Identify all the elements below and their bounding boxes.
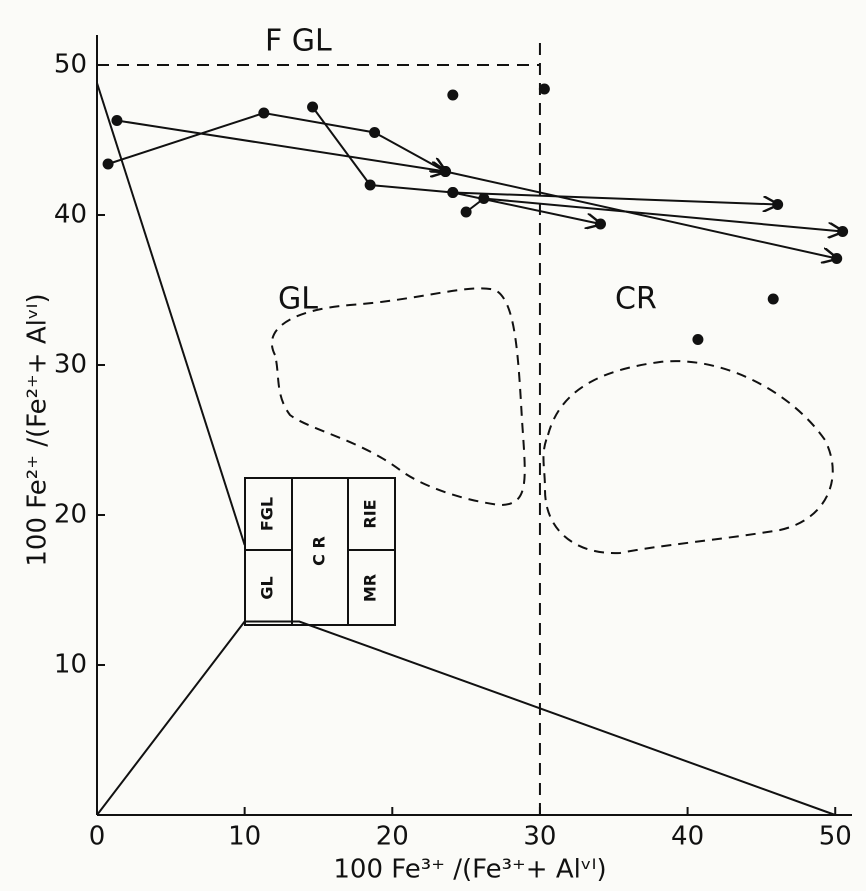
data-point — [447, 187, 459, 198]
inset-cell: FGL — [258, 497, 277, 531]
data-point — [831, 253, 843, 264]
x-axis-label: 100 Fe³⁺ /(Fe³⁺+ Alᵛᴵ) — [333, 855, 606, 885]
x-tick-label: 0 — [89, 822, 106, 852]
x-tick-label: 10 — [228, 822, 261, 852]
y-tick-label: 30 — [54, 350, 87, 380]
annotation: CR — [615, 282, 657, 317]
arrow-path — [452, 191, 778, 205]
y-tick-label: 20 — [54, 500, 87, 530]
y-tick-label: 40 — [54, 200, 87, 230]
inset-cell: RIE — [361, 499, 380, 528]
inset-cell: MR — [361, 574, 380, 602]
gl-field — [270, 287, 526, 507]
data-point — [111, 115, 123, 126]
data-point — [594, 218, 606, 230]
data-point — [478, 193, 490, 204]
data-point — [102, 158, 114, 170]
arrow-path — [116, 119, 446, 172]
arrow-path — [445, 170, 836, 259]
data-point — [460, 206, 472, 218]
data-point — [364, 179, 376, 191]
y-tick-label: 50 — [54, 50, 87, 80]
annotation: GL — [278, 282, 318, 317]
data-point — [692, 334, 704, 345]
data-point — [447, 89, 459, 101]
arrow-path — [465, 197, 843, 232]
inset-frame — [244, 477, 396, 626]
data-point — [767, 293, 779, 305]
y-tick-label: 10 — [54, 650, 87, 680]
inset-table: FGL GL C R RIE MR — [244, 477, 396, 626]
inset-cell: C R — [310, 536, 329, 566]
arrow-path — [107, 111, 445, 172]
inset-cell: GL — [258, 576, 277, 599]
data-point — [837, 226, 849, 237]
line-path — [96, 82, 246, 546]
y-axis-label: 100 Fe²⁺ /(Fe²⁺+ Alᵛᴵ) — [23, 293, 53, 566]
data-point — [307, 101, 319, 113]
data-point — [772, 199, 784, 210]
data-point — [439, 166, 451, 177]
arrow-path — [311, 106, 601, 224]
cr-field — [542, 360, 834, 555]
line-path — [96, 620, 836, 816]
data-point — [538, 83, 550, 95]
x-tick-label: 50 — [819, 822, 852, 852]
annotation: F GL — [265, 24, 332, 59]
data-point — [258, 107, 270, 119]
data-point — [369, 127, 381, 138]
x-tick-label: 20 — [376, 822, 409, 852]
x-tick-label: 40 — [671, 822, 704, 852]
x-tick-label: 30 — [523, 822, 556, 852]
